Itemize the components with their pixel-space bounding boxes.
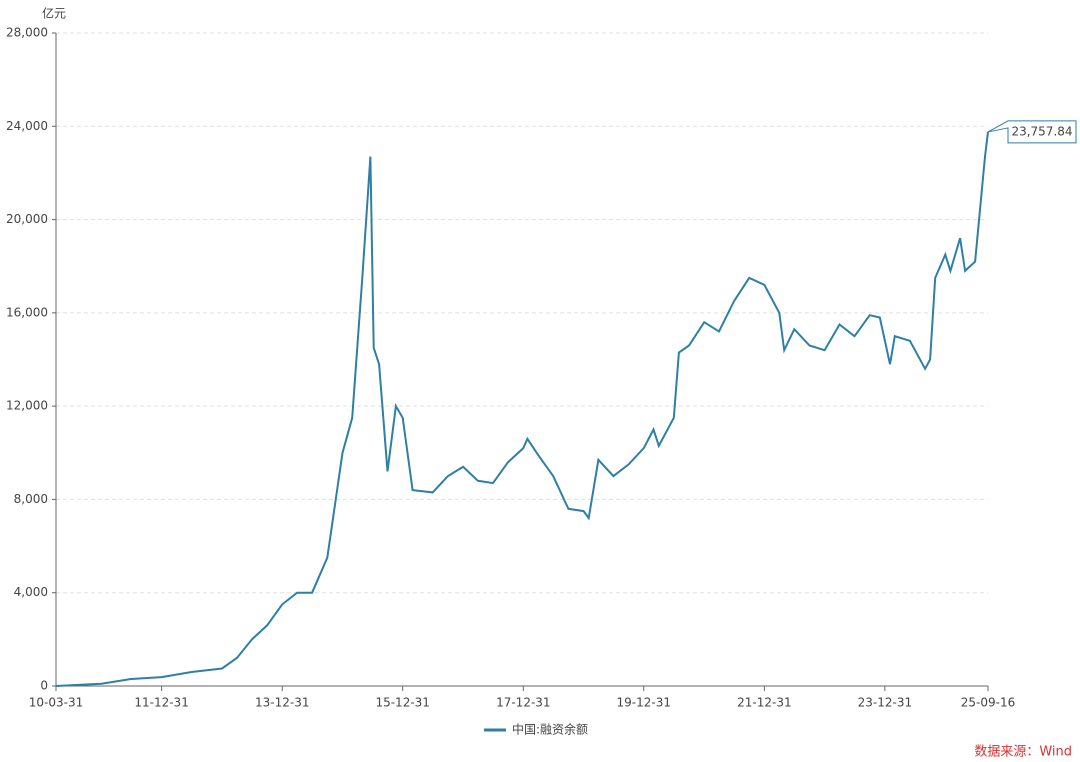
x-tick-label: 19-12-31 [617, 696, 671, 710]
value-label: 23,757.84 [1011, 124, 1072, 138]
x-tick-label: 15-12-31 [375, 696, 429, 710]
x-tick-label: 25-09-16 [961, 696, 1015, 710]
data-line [55, 131, 989, 687]
source-note: 数据来源：Wind [974, 745, 1072, 760]
x-tick-label: 11-12-31 [134, 696, 188, 710]
y-tick-label: 28,000 [6, 26, 48, 40]
y-axis-unit: 亿元 [42, 6, 66, 21]
y-tick-label: 0 [40, 679, 48, 693]
legend-label: 中国:融资余额 [512, 722, 588, 737]
y-tick-label: 4,000 [14, 585, 48, 599]
y-tick-label: 20,000 [6, 212, 48, 226]
y-tick-label: 16,000 [6, 305, 48, 319]
y-tick-label: 12,000 [6, 399, 48, 413]
x-tick-label: 21-12-31 [737, 696, 791, 710]
y-tick-label: 24,000 [6, 119, 48, 133]
x-tick-label: 10-03-31 [29, 696, 83, 710]
x-tick-label: 23-12-31 [858, 696, 912, 710]
x-tick-label: 13-12-31 [255, 696, 309, 710]
x-tick-label: 17-12-31 [496, 696, 550, 710]
y-tick-label: 8,000 [14, 492, 48, 506]
label-box [987, 120, 1077, 144]
